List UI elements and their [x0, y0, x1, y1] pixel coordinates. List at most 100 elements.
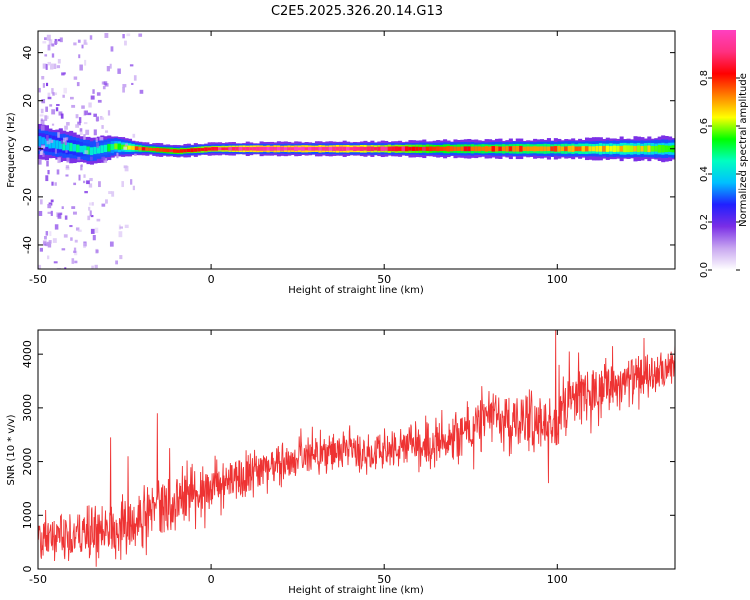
snr-ytick-label: 0: [21, 566, 34, 573]
heatmap-noise-cell: [65, 165, 70, 169]
heatmap-noise-cell: [46, 135, 49, 141]
heatmap-cell: [335, 146, 340, 151]
heatmap-cell: [363, 147, 368, 151]
heatmap-cell: [121, 144, 126, 150]
heatmap-noise-cell: [93, 113, 97, 117]
heatmap-noise-cell: [71, 104, 76, 108]
heatmap-cell: [311, 146, 316, 151]
heatmap-noise-cell: [57, 132, 60, 138]
heatmap-noise-cell: [45, 106, 48, 112]
heatmap-noise-cell: [39, 247, 43, 252]
heatmap-noise-cell: [79, 128, 83, 132]
heatmap-noise-cell: [63, 137, 67, 143]
heatmap-noise-cell: [42, 63, 47, 69]
heatmap-cell: [325, 146, 330, 151]
heatmap-cell: [134, 146, 139, 151]
chart-title: C2E5.2025.326.20.14.G13: [271, 4, 443, 19]
heatmap-noise-cell: [46, 34, 51, 41]
heatmap-cell: [425, 146, 430, 151]
heatmap-noise-cell: [46, 160, 49, 167]
heatmap-noise-cell: [77, 229, 82, 232]
colorbar: 0.0 0.2 0.4 0.6 0.8 Normalized spectral ampl…: [699, 30, 749, 278]
heatmap-cell: [58, 141, 63, 150]
heatmap-cell: [346, 146, 351, 151]
spectrogram-ytick-label: 20: [21, 94, 34, 108]
heatmap-cell: [398, 146, 403, 151]
heatmap-cell: [429, 146, 434, 152]
heatmap-noise-cell: [60, 140, 64, 144]
heatmap-noise-cell: [53, 40, 58, 44]
heatmap-cell: [664, 145, 669, 153]
heatmap-cell: [481, 146, 486, 151]
heatmap-noise-cell: [58, 111, 63, 116]
heatmap-cell: [245, 146, 250, 151]
heatmap-noise-cell: [83, 122, 88, 125]
heatmap-noise-cell: [107, 110, 111, 116]
heatmap-noise-cell: [123, 146, 128, 150]
heatmap-noise-cell: [83, 134, 86, 140]
heatmap-noise-cell: [73, 182, 77, 186]
heatmap-cell: [494, 146, 500, 152]
heatmap-noise-cell: [103, 81, 108, 86]
heatmap-noise-cell: [65, 167, 70, 171]
heatmap-noise-cell: [121, 181, 124, 188]
heatmap-noise-cell: [116, 152, 119, 159]
heatmap-cell: [643, 145, 648, 152]
heatmap-noise-cell: [54, 182, 57, 186]
heatmap-cell: [62, 141, 67, 151]
heatmap-cell: [197, 148, 202, 152]
heatmap-cell: [626, 145, 631, 153]
heatmap-noise-cell: [51, 123, 55, 126]
heatmap-noise-cell: [56, 169, 60, 175]
heatmap-noise-cell: [117, 68, 121, 74]
heatmap-noise-cell: [89, 35, 93, 40]
heatmap-cell: [629, 145, 635, 152]
heatmap-noise-cell: [48, 39, 53, 46]
heatmap-noise-cell: [108, 191, 113, 195]
heatmap-noise-cell: [57, 157, 61, 164]
heatmap-noise-cell: [124, 165, 129, 172]
heatmap-noise-cell: [104, 33, 109, 38]
colorbar-tick-label: 0.6: [699, 118, 710, 134]
heatmap-cell: [252, 147, 257, 151]
heatmap-noise-cell: [75, 227, 80, 231]
heatmap-noise-cell: [47, 169, 50, 175]
heatmap-noise-cell: [87, 215, 91, 221]
snr-series: [38, 330, 675, 567]
heatmap-noise-cell: [47, 96, 52, 100]
heatmap-noise-cell: [90, 95, 95, 100]
heatmap-noise-cell: [50, 63, 54, 70]
heatmap-noise-cell: [71, 258, 75, 264]
heatmap-cell: [148, 147, 153, 151]
heatmap-noise-cell: [89, 210, 92, 217]
heatmap-noise-cell: [81, 105, 85, 109]
heatmap-cell: [107, 143, 112, 152]
heatmap-noise-cell: [39, 151, 43, 156]
heatmap-noise-cell: [40, 199, 43, 205]
heatmap-noise-cell: [49, 231, 52, 237]
heatmap-noise-cell: [83, 242, 86, 249]
heatmap-noise-cell: [57, 58, 61, 64]
heatmap-cell: [290, 147, 295, 151]
heatmap-noise-cell: [91, 202, 94, 206]
heatmap-noise-cell: [45, 175, 49, 182]
heatmap-noise-cell: [74, 250, 78, 256]
spectrogram-ytick-label: -20: [21, 188, 34, 206]
heatmap-noise-cell: [132, 185, 135, 191]
heatmap-cell: [72, 144, 77, 152]
heatmap-noise-cell: [88, 202, 92, 206]
heatmap-cell: [128, 145, 133, 150]
heatmap-noise-cell: [65, 174, 69, 177]
heatmap-noise-cell: [70, 237, 73, 241]
heatmap-noise-cell: [84, 110, 88, 116]
heatmap-noise-cell: [77, 121, 81, 126]
heatmap-noise-cell: [51, 43, 55, 47]
heatmap-cell: [650, 146, 655, 152]
heatmap-cell: [214, 146, 219, 151]
heatmap-noise-cell: [40, 108, 44, 114]
heatmap-noise-cell: [63, 234, 68, 238]
heatmap-noise-cell: [55, 107, 59, 112]
heatmap-noise-cell: [109, 63, 112, 69]
heatmap-noise-cell: [96, 142, 99, 148]
